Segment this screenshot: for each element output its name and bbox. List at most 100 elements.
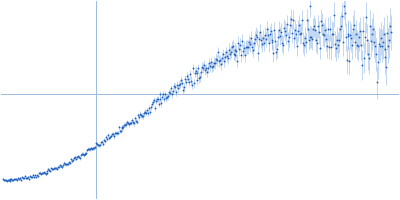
Point (38, 172, 44, 176)
Point (148, 103, 155, 106)
Point (262, 38, 269, 41)
Point (287, 24, 293, 27)
Point (103, 136, 109, 139)
Point (128, 121, 134, 124)
Point (135, 114, 141, 117)
Point (338, 15, 345, 18)
Point (99, 140, 105, 143)
Point (305, 38, 312, 41)
Point (108, 132, 115, 135)
Point (385, 44, 392, 47)
Point (85, 147, 92, 151)
Point (80, 154, 87, 157)
Point (232, 48, 239, 51)
Point (279, 42, 286, 45)
Point (347, 33, 354, 36)
Point (13, 178, 20, 181)
Point (340, 40, 346, 44)
Point (325, 28, 331, 31)
Point (280, 43, 286, 47)
Point (112, 131, 119, 134)
Point (226, 48, 232, 51)
Point (46, 169, 53, 172)
Point (36, 171, 43, 174)
Point (374, 81, 380, 84)
Point (201, 64, 208, 67)
Point (345, 33, 352, 36)
Point (158, 102, 165, 105)
Point (306, 36, 313, 39)
Point (82, 152, 89, 155)
Point (205, 66, 212, 69)
Point (117, 129, 124, 133)
Point (110, 132, 116, 135)
Point (129, 119, 136, 122)
Point (55, 165, 62, 168)
Point (382, 48, 389, 51)
Point (62, 163, 68, 166)
Point (321, 33, 327, 36)
Point (258, 42, 265, 45)
Point (196, 76, 203, 79)
Point (72, 157, 79, 160)
Point (378, 44, 385, 47)
Point (22, 175, 28, 178)
Point (31, 175, 37, 179)
Point (65, 162, 71, 165)
Point (303, 19, 310, 22)
Point (186, 73, 193, 76)
Point (291, 36, 297, 40)
Point (176, 83, 182, 86)
Point (334, 44, 341, 47)
Point (98, 141, 104, 144)
Point (137, 112, 143, 115)
Point (159, 95, 166, 98)
Point (272, 39, 279, 42)
Point (63, 163, 69, 166)
Point (112, 132, 118, 135)
Point (328, 46, 334, 49)
Point (101, 139, 107, 142)
Point (300, 41, 306, 45)
Point (268, 40, 275, 43)
Point (118, 126, 125, 129)
Point (27, 174, 33, 177)
Point (136, 116, 142, 119)
Point (160, 92, 167, 96)
Point (141, 112, 147, 115)
Point (177, 83, 183, 86)
Point (235, 41, 242, 44)
Point (197, 75, 204, 78)
Point (311, 24, 318, 28)
Point (91, 147, 98, 150)
Point (212, 61, 218, 65)
Point (165, 95, 172, 98)
Point (273, 50, 280, 53)
Point (224, 56, 231, 59)
Point (249, 45, 255, 48)
Point (365, 53, 371, 56)
Point (252, 37, 258, 40)
Point (323, 37, 329, 41)
Point (359, 63, 365, 66)
Point (313, 39, 320, 42)
Point (143, 111, 149, 114)
Point (374, 61, 381, 64)
Point (271, 29, 278, 32)
Point (293, 33, 299, 36)
Point (237, 43, 244, 46)
Point (166, 91, 172, 94)
Point (95, 144, 101, 147)
Point (97, 143, 103, 147)
Point (378, 37, 384, 40)
Point (346, 59, 353, 63)
Point (320, 33, 326, 36)
Point (322, 28, 328, 31)
Point (122, 123, 129, 126)
Point (154, 97, 161, 100)
Point (81, 152, 88, 155)
Point (336, 38, 342, 41)
Point (142, 110, 148, 114)
Point (58, 165, 64, 168)
Point (274, 47, 280, 51)
